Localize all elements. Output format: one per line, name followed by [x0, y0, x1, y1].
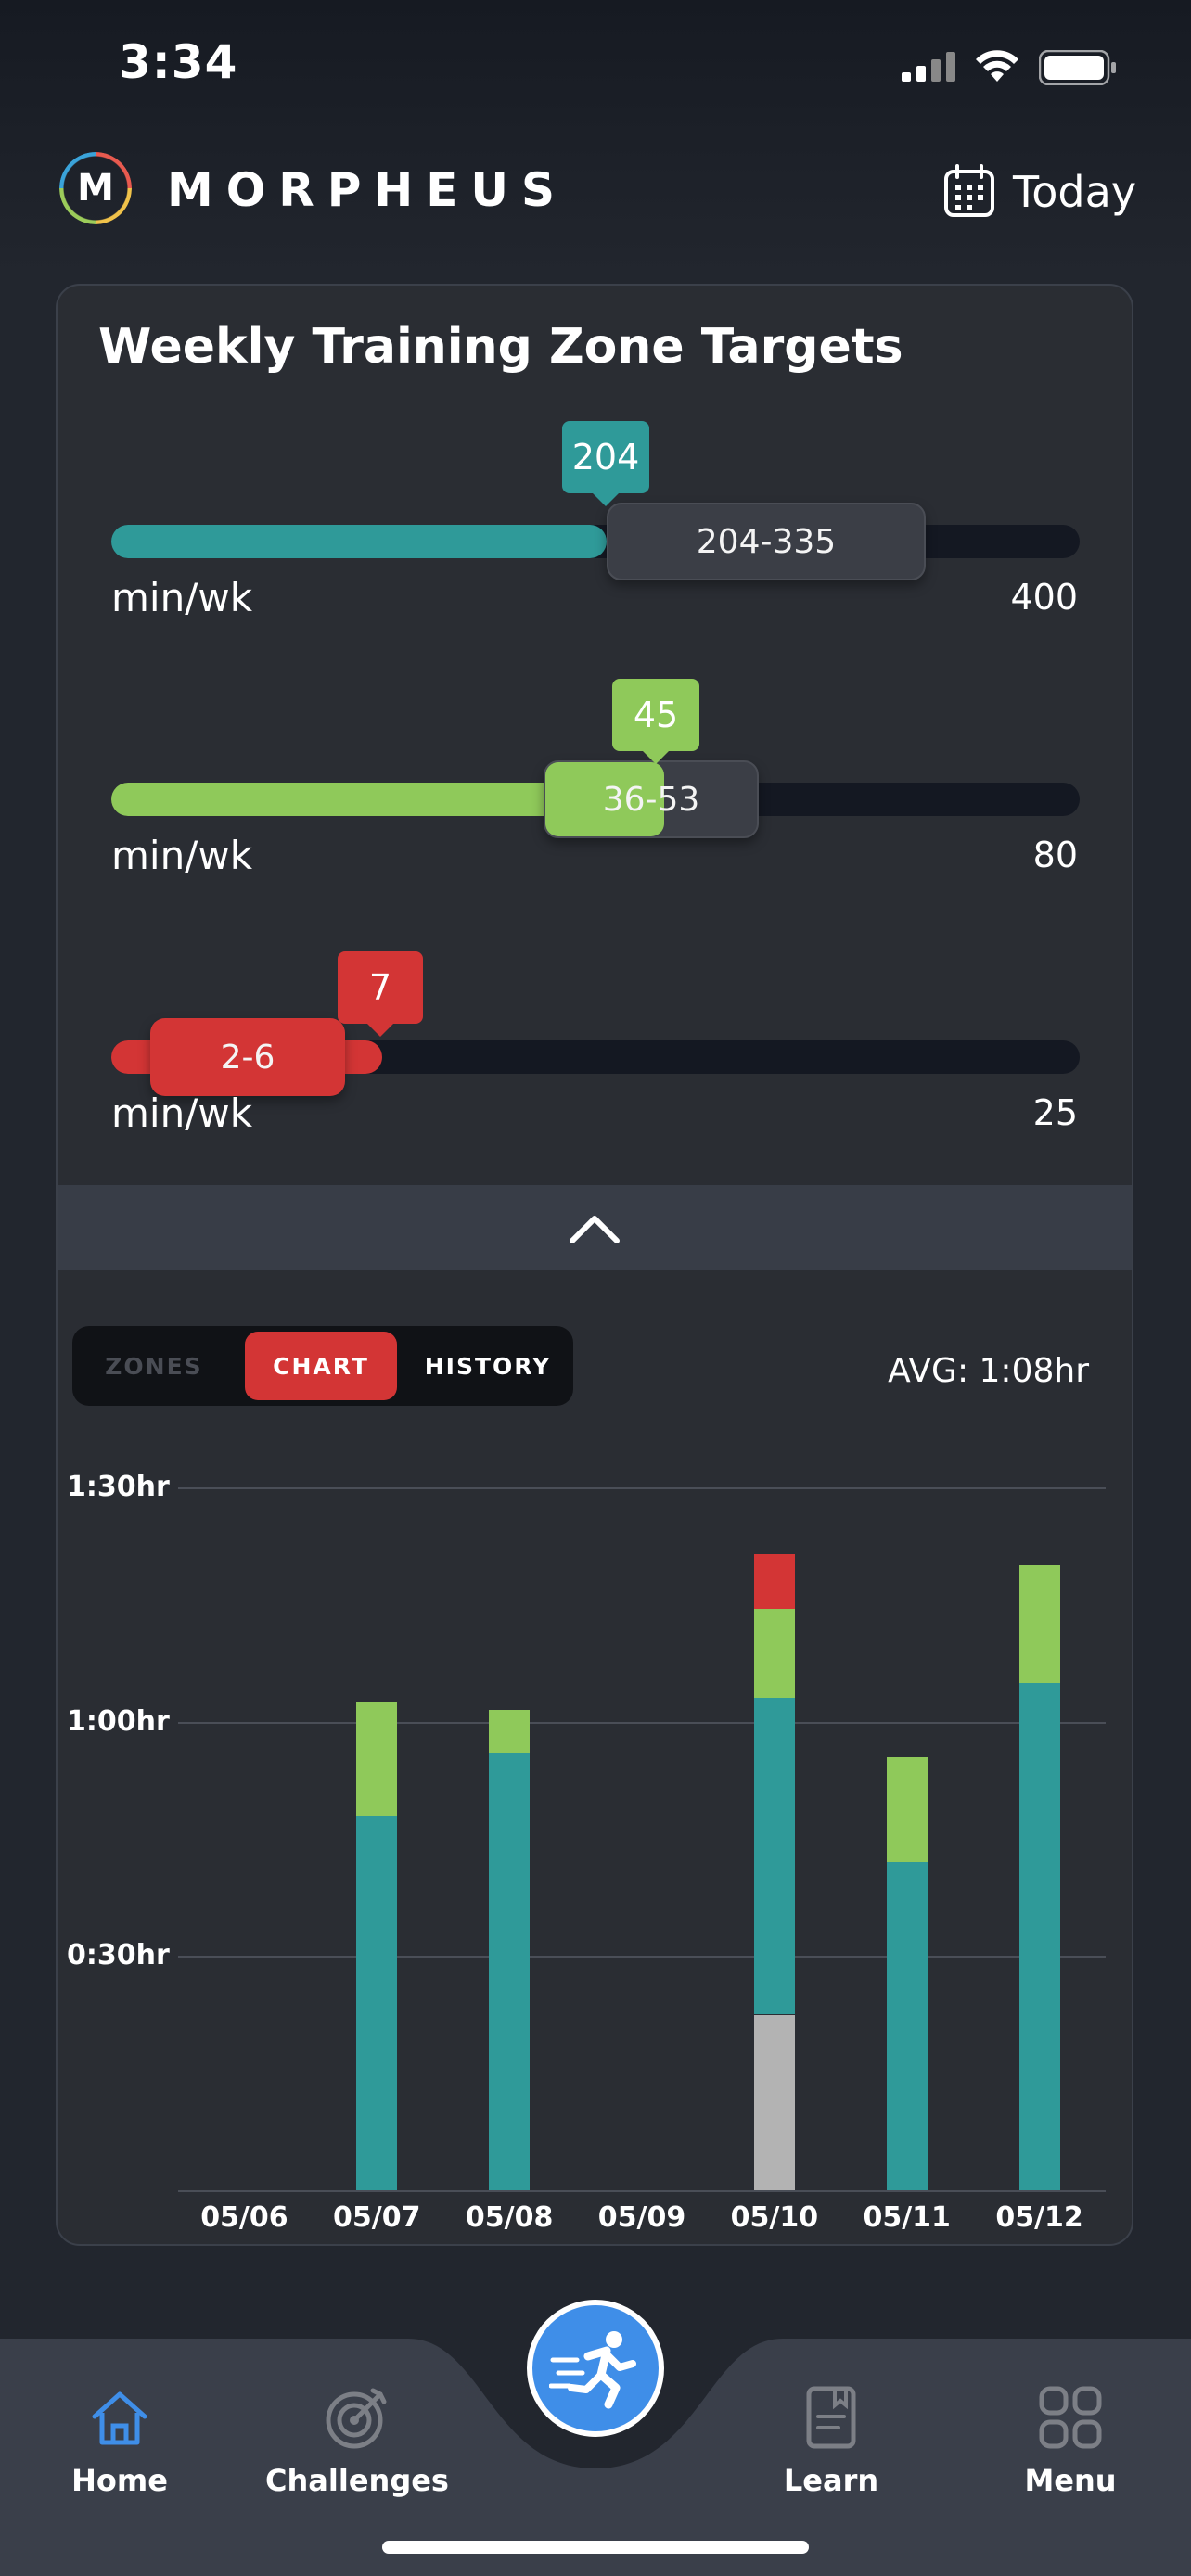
value-bubble: 7: [338, 951, 423, 1037]
x-tick-label: 05/09: [597, 2201, 686, 2234]
bar-segment: [1018, 1682, 1060, 2190]
x-tick-label: 05/11: [863, 2201, 951, 2234]
y-tick-label: 1:00hr: [67, 1704, 170, 1738]
signal-icon: [902, 52, 957, 82]
nav-menu[interactable]: Menu: [1015, 2385, 1126, 2498]
bottom-nav: Home Challenges Learn Menu: [0, 2339, 1191, 2576]
bar-segment: [753, 1608, 795, 1699]
running-person-icon: [549, 2331, 636, 2409]
bar-segment: [489, 1710, 531, 1753]
nav-challenges-label: Challenges: [265, 2463, 449, 2498]
max-label: 80: [1032, 835, 1078, 875]
max-label: 25: [1032, 1092, 1078, 1133]
bar-segment: [753, 1698, 795, 2015]
gridline: [178, 1956, 1106, 1958]
header-background: [0, 0, 1191, 278]
target-icon: [326, 2388, 387, 2449]
x-tick-label: 05/07: [333, 2201, 421, 2234]
nav-background: [0, 2339, 1191, 2576]
nav-home[interactable]: Home: [59, 2385, 180, 2498]
x-tick-label: 05/10: [730, 2201, 819, 2234]
range-label: 36-53: [602, 780, 700, 819]
range-handle[interactable]: 2-6: [150, 1018, 345, 1096]
bar-segment: [356, 1815, 398, 2190]
book-icon: [806, 2386, 856, 2449]
nav-learn[interactable]: Learn: [775, 2385, 887, 2498]
average-label: AVG: 1:08hr: [888, 1352, 1089, 1390]
y-tick-label: 1:30hr: [67, 1471, 170, 1503]
range-handle[interactable]: 36-53: [544, 760, 759, 838]
value-bubble: 204: [562, 421, 649, 506]
view-toggle: ZONES CHART HISTORY: [72, 1326, 573, 1406]
today-button[interactable]: Today: [1013, 167, 1137, 217]
bar-segment: [753, 1553, 795, 1609]
tab-zones[interactable]: ZONES: [105, 1352, 203, 1380]
gridline: [178, 1487, 1106, 1489]
bar-segment: [753, 2014, 795, 2190]
nav-menu-label: Menu: [1024, 2463, 1117, 2498]
wifi-icon: [972, 46, 1022, 83]
tab-chart[interactable]: CHART: [245, 1332, 397, 1400]
unit-label: min/wk: [111, 833, 253, 878]
brand-name: MORPHEUS: [167, 163, 569, 217]
nav-home-label: Home: [71, 2463, 168, 2498]
stacked-bar-chart: 0:30hr 1:00hr 1:30hr 05/06 05/07 05/08 05/09 05…: [58, 286, 1132, 2244]
nav-challenges[interactable]: Challenges: [265, 2385, 449, 2498]
x-tick-label: 05/12: [995, 2201, 1083, 2234]
bar-segment: [886, 1862, 928, 2190]
unit-label: min/wk: [111, 575, 253, 620]
training-zones-card: Weekly Training Zone Targets 204-335 204…: [56, 284, 1133, 2246]
logo-letter: M: [77, 167, 114, 210]
bar-segment: [1018, 1565, 1060, 1683]
start-workout-button[interactable]: [527, 2300, 664, 2437]
y-tick-label: 0:30hr: [67, 1939, 170, 1972]
home-icon: [92, 2391, 147, 2445]
range-handle[interactable]: 204-335: [607, 503, 926, 580]
logo-ring-icon: [59, 152, 132, 224]
x-axis-line: [178, 2190, 1106, 2192]
bar-segment: [489, 1753, 531, 2190]
unit-label: min/wk: [111, 1090, 253, 1136]
value-bubble: 45: [612, 679, 699, 764]
chevron-up-icon: [570, 1216, 620, 1243]
nav-learn-label: Learn: [783, 2463, 879, 2498]
x-tick-label: 05/06: [200, 2201, 288, 2234]
battery-icon: [1038, 49, 1117, 86]
card-title: Weekly Training Zone Targets: [98, 319, 903, 375]
calendar-icon[interactable]: [942, 163, 996, 219]
tab-history[interactable]: HISTORY: [424, 1352, 552, 1380]
bar-segment: [356, 1702, 398, 1816]
x-tick-label: 05/08: [465, 2201, 554, 2234]
range-handle-fill: [545, 762, 664, 836]
home-indicator: [382, 2541, 809, 2554]
max-label: 400: [1010, 577, 1078, 618]
collapse-button[interactable]: [58, 1185, 1132, 1270]
bar-segment: [886, 1756, 928, 1863]
slider-fill: [111, 525, 607, 558]
gridline: [178, 1721, 1106, 1724]
status-time: 3:34: [119, 35, 238, 89]
grid-icon: [1039, 2386, 1102, 2449]
